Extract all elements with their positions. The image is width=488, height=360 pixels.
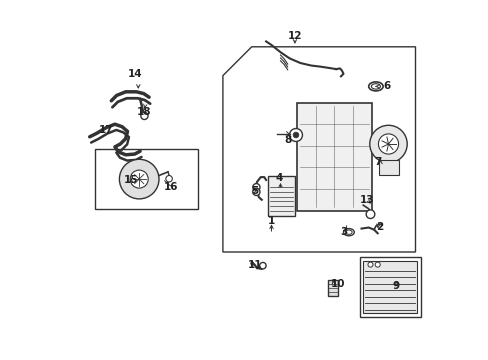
Text: 17: 17 <box>99 125 113 135</box>
Bar <box>359 257 420 317</box>
Text: 3: 3 <box>339 227 346 237</box>
Circle shape <box>374 262 380 267</box>
Text: 4: 4 <box>274 173 282 183</box>
Text: 5: 5 <box>251 186 258 196</box>
Text: 11: 11 <box>247 260 262 270</box>
Bar <box>95 149 197 209</box>
Circle shape <box>119 159 159 199</box>
Text: 13: 13 <box>359 195 373 205</box>
Bar <box>379 160 399 175</box>
Circle shape <box>292 132 298 138</box>
Circle shape <box>369 125 407 163</box>
Bar <box>327 280 337 296</box>
Text: 2: 2 <box>375 222 382 232</box>
Text: 16: 16 <box>163 182 178 192</box>
Circle shape <box>141 112 148 120</box>
Text: 12: 12 <box>287 31 302 41</box>
Bar <box>267 176 294 216</box>
Circle shape <box>252 184 260 191</box>
Circle shape <box>289 129 302 141</box>
Circle shape <box>366 210 374 219</box>
Circle shape <box>378 134 398 154</box>
Circle shape <box>367 262 372 267</box>
Text: 10: 10 <box>330 279 345 289</box>
Circle shape <box>252 188 260 195</box>
Text: 6: 6 <box>382 81 389 91</box>
Text: 8: 8 <box>284 135 291 145</box>
Bar <box>363 261 416 313</box>
Circle shape <box>130 170 148 188</box>
Circle shape <box>165 176 172 182</box>
Text: 14: 14 <box>127 69 142 79</box>
Text: 7: 7 <box>373 157 381 167</box>
Bar <box>296 103 371 211</box>
Circle shape <box>259 262 265 269</box>
Text: 1: 1 <box>267 216 275 226</box>
Text: 18: 18 <box>136 107 151 117</box>
Text: 9: 9 <box>391 281 398 291</box>
Text: 15: 15 <box>123 175 138 185</box>
